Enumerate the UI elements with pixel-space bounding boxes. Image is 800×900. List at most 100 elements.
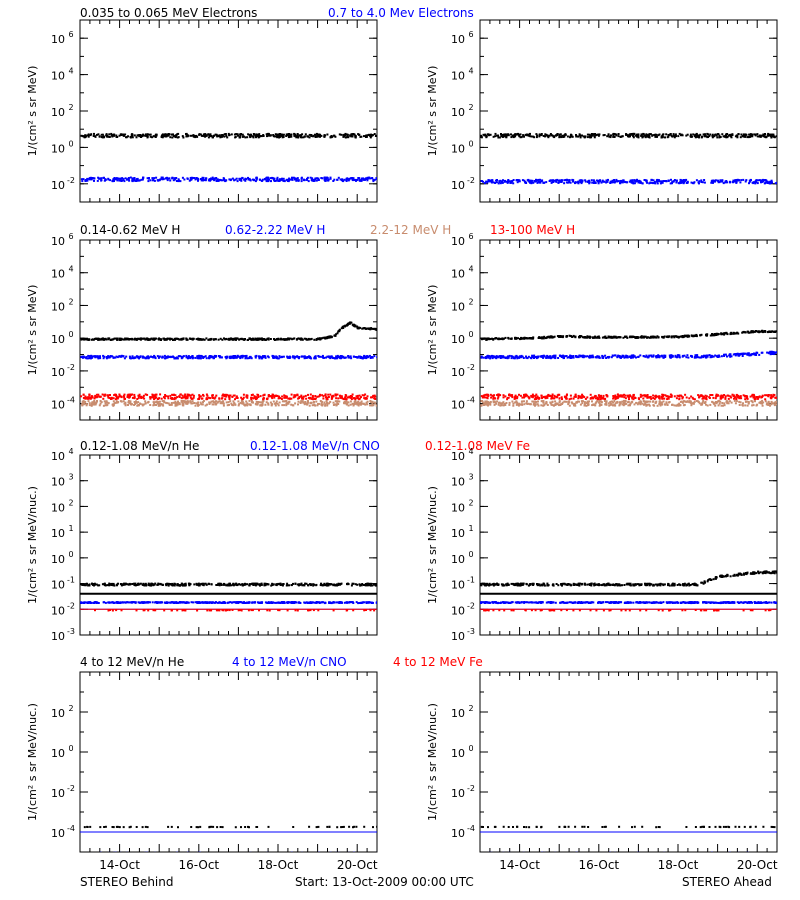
data-point xyxy=(271,355,274,357)
data-point xyxy=(724,353,727,356)
data-point xyxy=(226,136,229,139)
data-point xyxy=(103,355,106,358)
data-point xyxy=(310,397,313,400)
data-point xyxy=(101,393,104,396)
data-point xyxy=(239,355,242,358)
data-point xyxy=(696,135,699,138)
data-point xyxy=(533,357,535,359)
data-point xyxy=(185,395,188,398)
data-point xyxy=(315,338,318,341)
data-point xyxy=(330,355,333,358)
data-point xyxy=(744,352,747,355)
data-point xyxy=(302,395,305,398)
data-point xyxy=(695,356,698,359)
data-point xyxy=(207,136,210,139)
data-point xyxy=(127,400,130,402)
data-point xyxy=(617,336,620,339)
data-point xyxy=(294,394,297,397)
data-point xyxy=(727,402,730,405)
data-point xyxy=(588,133,591,136)
data-point xyxy=(558,133,561,136)
data-point xyxy=(97,357,100,360)
data-point xyxy=(273,402,276,405)
data-point xyxy=(265,338,268,341)
data-point xyxy=(91,403,94,406)
data-point xyxy=(139,402,142,405)
data-point xyxy=(228,398,231,400)
data-point xyxy=(142,176,145,179)
data-point xyxy=(118,393,121,396)
series-title: 0.7 to 4.0 Mev Electrons xyxy=(328,6,474,20)
data-point xyxy=(133,401,136,403)
data-point xyxy=(156,398,159,401)
data-point xyxy=(80,395,83,398)
data-point xyxy=(157,356,160,359)
data-point xyxy=(364,393,367,396)
data-point xyxy=(269,401,272,404)
data-point xyxy=(110,338,113,341)
data-point xyxy=(723,333,726,336)
data-point xyxy=(90,404,93,407)
data-point xyxy=(544,133,547,136)
data-point xyxy=(199,133,202,136)
data-point xyxy=(272,394,275,397)
data-point xyxy=(240,337,243,340)
data-point xyxy=(165,177,168,180)
data-point xyxy=(214,133,217,136)
data-point xyxy=(296,355,299,358)
data-point xyxy=(582,400,584,403)
data-point xyxy=(334,135,337,138)
data-point xyxy=(98,356,101,359)
data-point xyxy=(131,396,134,399)
data-point xyxy=(580,179,583,182)
data-point xyxy=(575,135,578,138)
data-point xyxy=(99,402,102,405)
data-point xyxy=(195,338,198,341)
data-point xyxy=(152,135,155,138)
data-point xyxy=(761,329,763,332)
data-point xyxy=(189,396,192,399)
data-point xyxy=(208,403,211,405)
data-point xyxy=(578,354,581,357)
data-point xyxy=(259,401,262,404)
data-point xyxy=(258,401,261,404)
data-point xyxy=(661,403,663,406)
data-point xyxy=(371,356,374,359)
data-point xyxy=(351,402,354,405)
data-point xyxy=(120,134,123,136)
data-point xyxy=(359,356,362,359)
data-point xyxy=(288,400,291,403)
data-point xyxy=(687,335,690,337)
data-point xyxy=(561,355,564,358)
data-point xyxy=(252,136,255,139)
data-point xyxy=(115,401,118,404)
data-point xyxy=(275,400,278,403)
data-point xyxy=(727,134,730,137)
data-point xyxy=(209,401,212,404)
data-point xyxy=(351,177,354,180)
data-point xyxy=(170,397,173,400)
data-point xyxy=(648,354,651,357)
data-point xyxy=(597,134,600,137)
data-point xyxy=(692,133,695,136)
data-point xyxy=(751,401,754,404)
data-point xyxy=(486,180,489,183)
data-point xyxy=(548,356,551,359)
data-point xyxy=(619,136,622,138)
data-point xyxy=(258,355,261,358)
data-point xyxy=(729,353,732,356)
y-tick-exponent: 4 xyxy=(468,67,473,76)
data-point xyxy=(513,357,516,360)
y-tick-exponent: 2 xyxy=(68,297,73,306)
data-point xyxy=(346,136,349,139)
data-point xyxy=(272,356,274,359)
data-point xyxy=(724,134,727,137)
data-point xyxy=(213,397,216,400)
y-tick-exponent: -2 xyxy=(467,176,475,185)
data-point xyxy=(313,403,316,406)
data-point xyxy=(347,401,350,404)
data-point xyxy=(734,179,737,182)
data-point xyxy=(357,404,360,407)
data-point xyxy=(772,353,775,355)
